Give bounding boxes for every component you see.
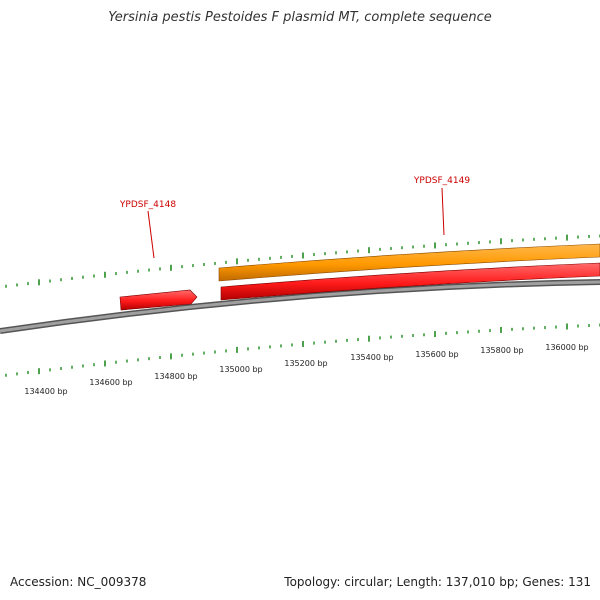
gene-label-leader-ypdsf-4149	[441, 187, 445, 236]
red-gene-feature-ypdsf-4149[interactable]	[220, 262, 600, 301]
accession-text: Accession: NC_009378	[10, 575, 147, 589]
scale-label: 135400 bp	[350, 353, 393, 362]
scale-label: 134800 bp	[154, 372, 197, 381]
scale-label: 134400 bp	[24, 387, 67, 396]
map-title: Yersinia pestis Pestoides F plasmid MT, …	[108, 10, 492, 25]
scale-labels: 134400 bp 134600 bp 134800 bp 135000 bp …	[24, 343, 588, 396]
scale-label: 135200 bp	[284, 359, 327, 368]
orange-gene-feature[interactable]	[218, 243, 600, 282]
scale-label: 135600 bp	[415, 350, 458, 359]
upper-tick-row	[5, 234, 600, 288]
red-gene-arrow-ypdsf-4148[interactable]	[119, 289, 198, 311]
scale-label: 136000 bp	[545, 343, 588, 352]
scale-label: 135800 bp	[480, 346, 523, 355]
lower-tick-row	[5, 323, 600, 377]
backbone-arc-highlight	[0, 280, 600, 333]
sequence-summary-text: Topology: circular; Length: 137,010 bp; …	[284, 575, 591, 589]
gene-label-leader-ypdsf-4148	[147, 210, 155, 259]
scale-label: 135000 bp	[219, 365, 262, 374]
gene-label-ypdsf-4149[interactable]: YPDSF_4149	[413, 176, 470, 186]
scale-label: 134600 bp	[89, 378, 132, 387]
gene-label-ypdsf-4148[interactable]: YPDSF_4148	[119, 200, 176, 210]
